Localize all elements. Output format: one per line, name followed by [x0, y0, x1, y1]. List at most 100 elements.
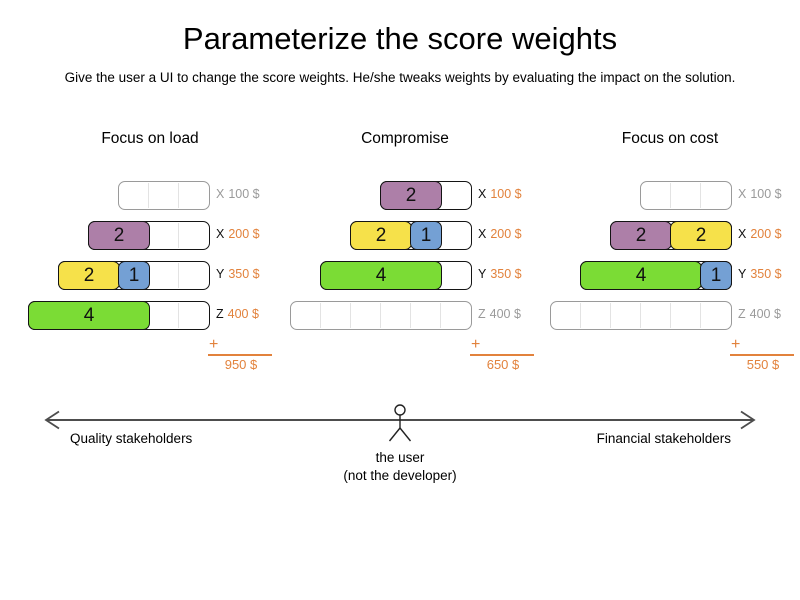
page-title: Parameterize the score weights	[182, 21, 618, 56]
block-value: 1	[710, 264, 722, 286]
track-divider	[380, 303, 381, 328]
track-divider	[410, 303, 411, 328]
row-letter: X	[216, 187, 225, 201]
axis-label-quality: Quality stakeholders	[70, 431, 193, 446]
block-value: 2	[405, 184, 417, 206]
row-letter: X	[216, 227, 225, 241]
sum-line	[730, 354, 794, 356]
track-divider	[350, 303, 351, 328]
track-divider	[640, 303, 641, 328]
row-label: Z 400 $	[478, 301, 521, 328]
row-value: 350 $	[228, 267, 260, 281]
user-caption-line2: (not the developer)	[343, 468, 457, 483]
track-divider	[148, 183, 149, 208]
page-subtitle: Give the user a UI to change the score w…	[64, 70, 736, 85]
row-value: 400 $	[749, 307, 781, 321]
row-value: 100 $	[228, 187, 260, 201]
row-label: X 100 $	[216, 181, 260, 208]
row-letter: Z	[738, 307, 746, 321]
row-letter: Y	[216, 267, 225, 281]
weight-track	[118, 181, 210, 210]
weight-block: 1	[700, 261, 732, 290]
track-divider	[178, 223, 179, 248]
weight-block: 2	[88, 221, 150, 250]
block-value: 4	[83, 304, 95, 326]
column-title: Compromise	[361, 130, 449, 147]
weight-block: 1	[410, 221, 442, 250]
row-value: 200 $	[228, 227, 260, 241]
track-divider	[178, 183, 179, 208]
row-value: 350 $	[750, 267, 782, 281]
track-divider	[320, 303, 321, 328]
weight-track	[640, 181, 732, 210]
block-value: 2	[375, 224, 387, 246]
track-divider	[700, 183, 701, 208]
column-title: Focus on load	[101, 130, 199, 147]
plus-sign: +	[731, 336, 741, 353]
row-label: X 100 $	[738, 181, 782, 208]
row-value: 350 $	[490, 267, 522, 281]
row-value: 200 $	[750, 227, 782, 241]
block-value: 2	[635, 224, 647, 246]
row-value: 100 $	[490, 187, 522, 201]
row-label: X 100 $	[478, 181, 522, 208]
axis-label-financial: Financial stakeholders	[596, 431, 731, 446]
block-value: 4	[375, 264, 387, 286]
track-divider	[700, 303, 701, 328]
row-label: Z 400 $	[216, 301, 259, 328]
row-letter: Y	[738, 267, 747, 281]
total-value: 550 $	[746, 357, 780, 372]
weight-block: 2	[350, 221, 412, 250]
row-label: Z 400 $	[738, 301, 781, 328]
row-label: X 200 $	[738, 221, 782, 248]
weight-track: 2	[380, 181, 472, 210]
block-value: 2	[113, 224, 125, 246]
row-value: 200 $	[490, 227, 522, 241]
weight-block: 4	[320, 261, 442, 290]
block-value: 1	[128, 264, 140, 286]
track-divider	[670, 183, 671, 208]
block-value: 4	[635, 264, 647, 286]
track-divider	[670, 303, 671, 328]
total-value: 650 $	[486, 357, 520, 372]
track-divider	[610, 303, 611, 328]
weight-block: 2	[610, 221, 672, 250]
block-value: 2	[83, 264, 95, 286]
stick-figure-icon	[388, 404, 412, 442]
row-letter: X	[738, 187, 747, 201]
row-value: 400 $	[227, 307, 259, 321]
weight-track: 2	[88, 221, 210, 250]
row-letter: Z	[216, 307, 224, 321]
row-letter: Z	[478, 307, 486, 321]
left-arrow-icon	[44, 410, 60, 430]
total-value: 950 $	[224, 357, 258, 372]
sum-line	[208, 354, 272, 356]
plus-sign: +	[209, 336, 219, 353]
row-label: Y 350 $	[478, 261, 522, 288]
weight-block: 2	[670, 221, 732, 250]
row-letter: X	[738, 227, 747, 241]
column-title: Focus on cost	[621, 130, 719, 147]
weight-block: 4	[580, 261, 702, 290]
right-arrow-icon	[740, 410, 756, 430]
weight-track: 4	[320, 261, 472, 290]
weight-block: 4	[28, 301, 150, 330]
row-value: 100 $	[750, 187, 782, 201]
user-caption-line1: the user	[375, 450, 425, 465]
row-letter: X	[478, 187, 487, 201]
weight-block: 2	[380, 181, 442, 210]
weight-track	[550, 301, 732, 330]
row-letter: Y	[478, 267, 487, 281]
weight-track	[290, 301, 472, 330]
plus-sign: +	[471, 336, 481, 353]
track-divider	[178, 303, 179, 328]
row-label: Y 350 $	[216, 261, 260, 288]
row-value: 400 $	[489, 307, 521, 321]
row-letter: X	[478, 227, 487, 241]
